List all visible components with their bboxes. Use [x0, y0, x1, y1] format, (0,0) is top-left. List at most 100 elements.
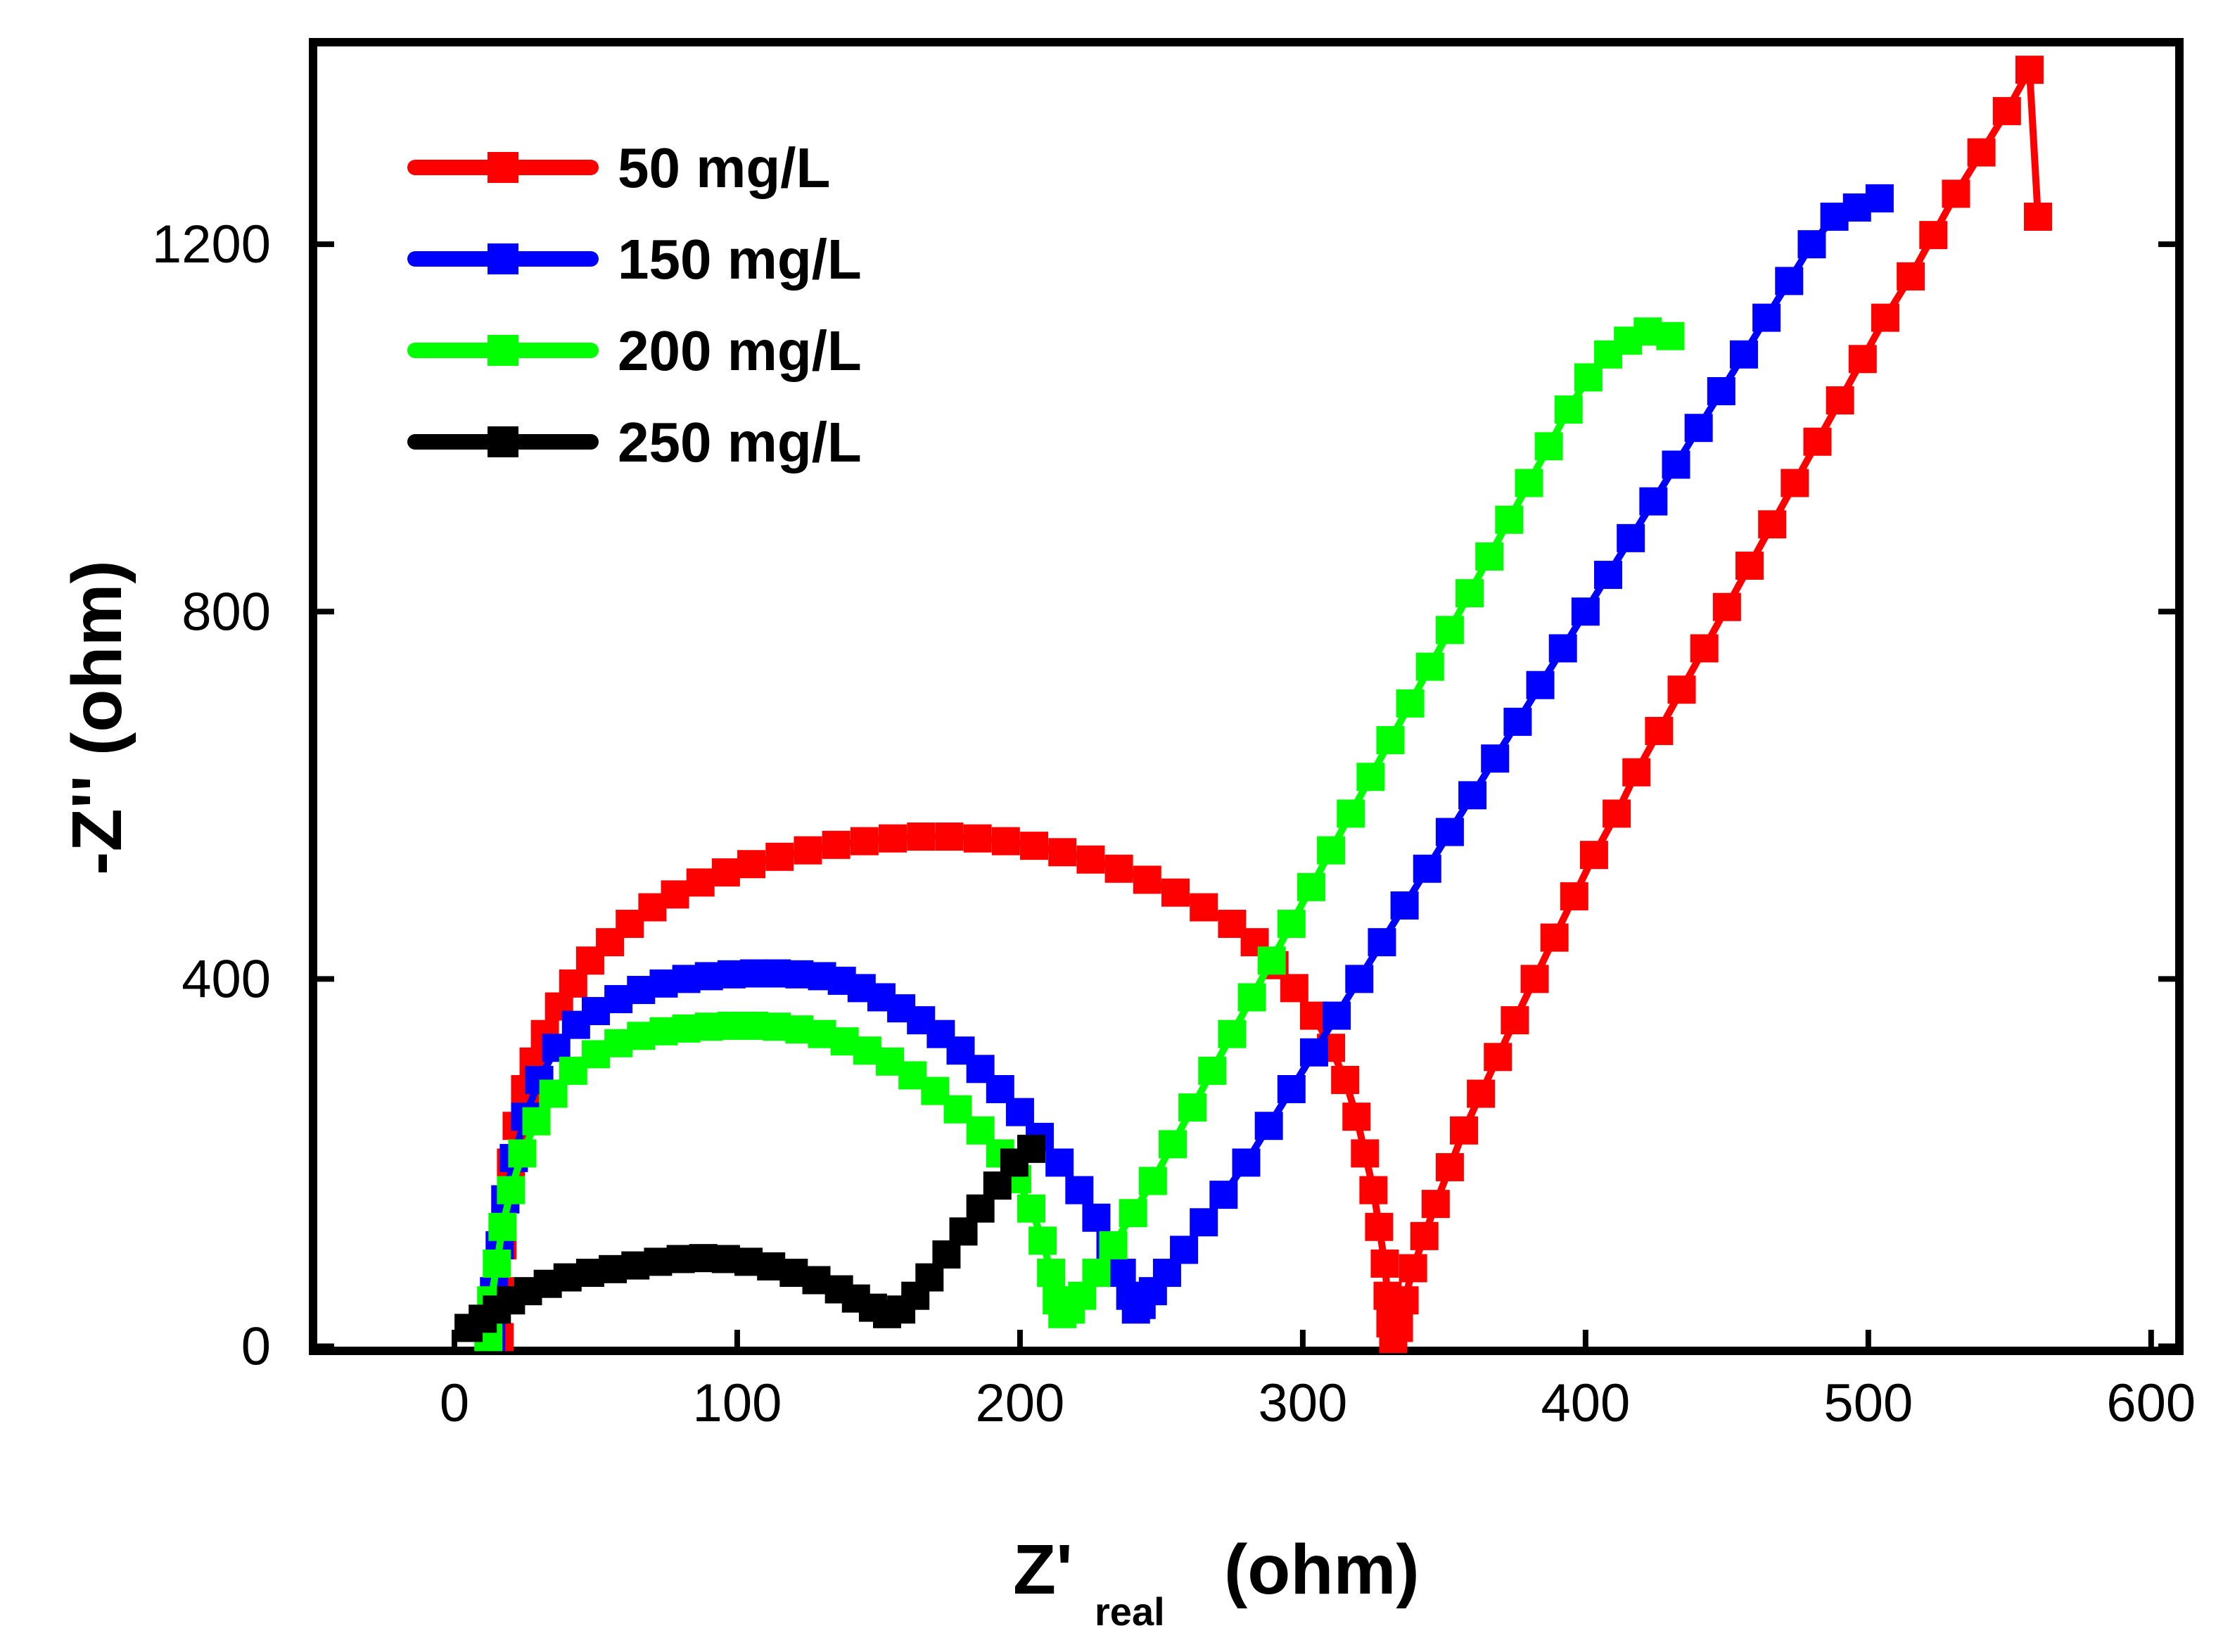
data-point	[1797, 230, 1826, 259]
data-point	[1501, 1006, 1529, 1035]
data-point	[1037, 1259, 1066, 1288]
data-point	[1435, 616, 1464, 644]
data-point	[483, 1250, 511, 1278]
data-point	[850, 827, 879, 856]
legend-item: 200 mg/L	[407, 319, 862, 382]
legend: 50 mg/L 150 mg/L 200 mg/L 250 mg/L	[407, 136, 862, 474]
data-point	[1082, 1203, 1111, 1232]
legend-label: 200 mg/L	[618, 319, 862, 382]
data-point	[1048, 838, 1077, 867]
data-point	[1351, 1139, 1380, 1168]
data-point	[661, 880, 689, 909]
data-point	[1099, 1231, 1128, 1259]
data-point	[1897, 262, 1925, 291]
legend-item: 150 mg/L	[407, 228, 862, 291]
data-point	[1005, 1098, 1034, 1126]
data-point	[1190, 1208, 1218, 1237]
y-tick-label: 0	[241, 1316, 271, 1376]
data-point	[1656, 322, 1685, 350]
data-point	[1345, 965, 1374, 993]
data-point	[1384, 1314, 1413, 1342]
data-point	[1017, 1194, 1046, 1223]
data-point	[794, 836, 822, 865]
data-point	[907, 822, 936, 851]
x-tick-label: 300	[1258, 1373, 1347, 1433]
data-point	[1299, 1038, 1328, 1067]
data-point	[1390, 1286, 1419, 1315]
legend-label: 150 mg/L	[618, 228, 862, 291]
axis-ticks	[313, 241, 2179, 1351]
data-point	[1752, 303, 1781, 332]
data-point	[1690, 634, 1719, 663]
data-point	[2024, 203, 2053, 231]
data-point	[1390, 891, 1419, 920]
data-point	[1775, 267, 1804, 296]
data-point	[1368, 928, 1396, 957]
data-point	[1028, 1226, 1057, 1255]
data-point	[1826, 386, 1854, 415]
x-tick-label: 200	[976, 1373, 1065, 1433]
data-point	[1232, 1148, 1261, 1177]
data-point	[1370, 1250, 1399, 1278]
data-point	[1399, 1254, 1427, 1283]
data-point	[1526, 671, 1555, 699]
data-point	[1848, 345, 1877, 374]
data-point	[1017, 1134, 1046, 1163]
data-point	[1323, 1001, 1351, 1030]
data-point	[1645, 716, 1674, 745]
data-point	[1534, 432, 1563, 461]
data-point	[1942, 179, 1970, 208]
legend-marker	[488, 152, 518, 183]
data-point	[1359, 1176, 1388, 1205]
x-axis-title-sub: real	[1095, 1589, 1165, 1634]
data-point	[1158, 1130, 1187, 1159]
data-point	[1410, 1221, 1439, 1250]
data-point	[1138, 1167, 1167, 1195]
data-point	[1781, 469, 1809, 497]
series-4	[454, 1134, 1046, 1342]
legend-marker	[488, 243, 518, 274]
data-point	[1396, 689, 1425, 718]
data-point	[1376, 726, 1405, 754]
data-point	[1331, 1065, 1360, 1094]
data-point	[1622, 758, 1651, 787]
data-point	[1119, 1199, 1147, 1228]
data-point	[1065, 1176, 1094, 1205]
data-point	[1456, 579, 1484, 608]
data-point	[1603, 799, 1631, 828]
x-axis-title-unit: (ohm)	[1224, 1530, 1420, 1609]
data-point	[1415, 652, 1444, 681]
x-tick-label: 500	[1823, 1373, 1913, 1433]
legend-marker	[488, 426, 518, 457]
data-point	[1257, 946, 1286, 975]
data-point	[1919, 221, 1948, 250]
data-point	[963, 824, 992, 853]
legend-label: 50 mg/L	[618, 136, 830, 199]
data-point	[1237, 983, 1266, 1012]
data-point	[1515, 469, 1543, 497]
data-point	[1365, 1212, 1394, 1241]
data-point	[522, 1107, 551, 1136]
data-point	[765, 842, 794, 871]
data-point	[1170, 1235, 1199, 1264]
data-point	[1104, 854, 1133, 883]
data-point	[935, 822, 964, 851]
data-point	[822, 830, 851, 859]
data-point	[1277, 910, 1306, 939]
data-point	[1280, 974, 1308, 1003]
data-point	[1475, 542, 1504, 571]
y-tick-label: 400	[181, 949, 271, 1009]
data-point	[1667, 675, 1696, 704]
data-point	[1540, 923, 1569, 952]
data-point	[1133, 865, 1161, 894]
y-tick-label: 1200	[152, 215, 271, 274]
data-point	[1992, 96, 2021, 125]
data-point	[1495, 505, 1524, 534]
data-point	[879, 824, 907, 853]
data-point	[1161, 878, 1190, 907]
data-point	[1707, 377, 1735, 405]
legend-marker	[488, 335, 518, 366]
data-point	[1467, 1079, 1496, 1108]
data-point	[1548, 634, 1577, 663]
